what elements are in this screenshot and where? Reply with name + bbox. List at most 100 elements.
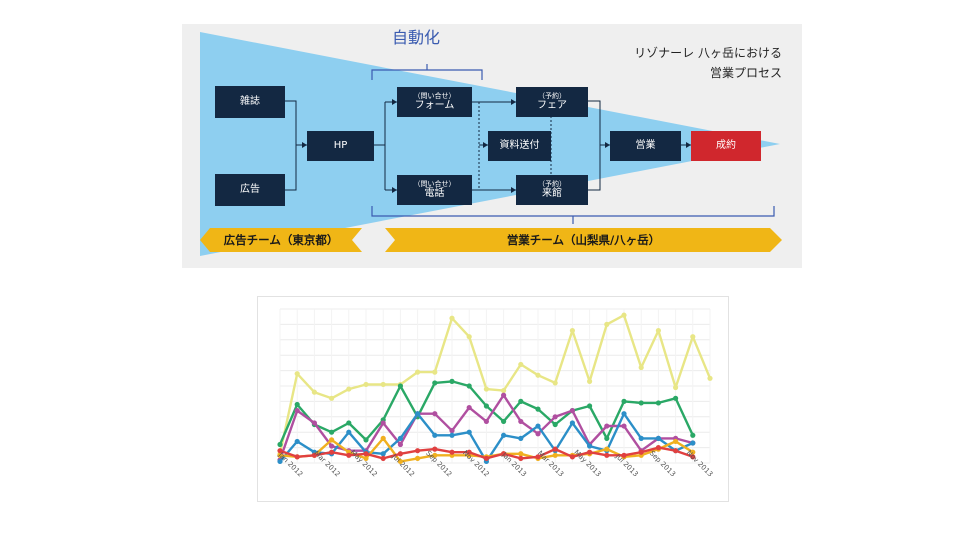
x-tick-label: Sep 2012 bbox=[424, 449, 453, 478]
series-5-point bbox=[501, 451, 507, 457]
series-4-point bbox=[518, 451, 524, 457]
series-1-point bbox=[363, 437, 369, 443]
node-magazine-label: 雑誌 bbox=[240, 96, 260, 108]
node-ad: 広告 bbox=[215, 174, 285, 206]
arrowhead-2 bbox=[392, 187, 397, 193]
series-2-point bbox=[449, 428, 455, 434]
series-5-point bbox=[604, 452, 610, 458]
series-5-point bbox=[294, 454, 300, 460]
x-tick-label: Mar 2013 bbox=[536, 449, 565, 478]
series-1-point bbox=[483, 403, 489, 409]
arrowhead-6 bbox=[605, 142, 610, 148]
series-2-point bbox=[569, 408, 575, 414]
process-title-line2: 営業プロセス bbox=[709, 65, 782, 80]
series-1-point bbox=[501, 418, 507, 425]
series-2-point bbox=[466, 404, 472, 411]
series-5-point bbox=[346, 452, 352, 458]
series-2-point bbox=[380, 420, 386, 426]
series-0-point bbox=[483, 386, 489, 392]
series-2-point bbox=[397, 441, 403, 448]
series-1-point bbox=[329, 429, 335, 435]
series-0-point bbox=[501, 388, 507, 394]
team-yamanashi-label: 営業チーム（山梨県/八ヶ岳） bbox=[506, 233, 661, 247]
node-sales-label: 営業 bbox=[635, 140, 656, 152]
node-form: （問い合せ） フォーム bbox=[397, 87, 472, 117]
series-0-point bbox=[466, 334, 472, 340]
series-2-point bbox=[483, 418, 489, 425]
series-1-point bbox=[621, 398, 627, 404]
series-1-point bbox=[518, 398, 524, 404]
process-title: リゾナーレ 八ヶ岳における 営業プロセス bbox=[592, 44, 782, 84]
series-0-point bbox=[363, 381, 369, 388]
series-0-point bbox=[346, 386, 352, 392]
series-3-point bbox=[277, 458, 283, 465]
series-0-point bbox=[311, 389, 317, 395]
series-5-point bbox=[569, 454, 575, 460]
connectors bbox=[285, 100, 691, 191]
series-5-point bbox=[673, 448, 679, 454]
node-sales: 営業 bbox=[610, 131, 681, 161]
node-fair: （予約） フェア bbox=[516, 87, 588, 117]
arrowhead-4 bbox=[511, 99, 516, 105]
series-5-point bbox=[449, 449, 455, 455]
node-visit-sub: （予約） bbox=[538, 180, 566, 189]
series-0-point bbox=[380, 381, 386, 388]
series-5-point bbox=[397, 451, 403, 457]
series-5-point bbox=[483, 455, 489, 461]
series-3-point bbox=[294, 438, 300, 445]
series-2-point bbox=[311, 420, 317, 426]
series-0-point bbox=[552, 380, 558, 386]
series-4-point bbox=[380, 435, 386, 441]
series-4-point bbox=[690, 449, 696, 455]
series-5-point bbox=[690, 454, 696, 460]
series-0-point bbox=[673, 384, 679, 391]
series-1-point bbox=[535, 406, 541, 412]
series-5-point bbox=[638, 449, 644, 455]
series-0-point bbox=[449, 315, 455, 321]
series-4-point bbox=[673, 438, 679, 445]
series-3-point bbox=[415, 411, 421, 417]
arrowhead-3 bbox=[483, 142, 488, 148]
node-form-label: フォーム bbox=[414, 100, 455, 112]
node-phone-sub: （問い合せ） bbox=[413, 180, 456, 189]
x-tick-label: Sep 2013 bbox=[648, 449, 677, 478]
series-3-point bbox=[346, 429, 352, 435]
series-1-point bbox=[449, 378, 455, 384]
series-3-point bbox=[587, 443, 593, 449]
series-5-point bbox=[535, 454, 541, 460]
series-4-point bbox=[415, 455, 421, 461]
series-1-point bbox=[587, 403, 593, 409]
series-1-point bbox=[552, 421, 558, 428]
series-3-point bbox=[655, 435, 661, 441]
series-2-point bbox=[621, 423, 627, 429]
arrowhead-5 bbox=[511, 187, 516, 193]
series-5-point bbox=[311, 452, 317, 458]
series-1-point bbox=[432, 380, 438, 386]
automation-bracket bbox=[371, 64, 483, 80]
series-5-point bbox=[380, 455, 386, 461]
series-0-point bbox=[655, 327, 661, 334]
series-0-point bbox=[638, 364, 644, 371]
series-2-point bbox=[432, 411, 438, 417]
series-0-point bbox=[569, 327, 575, 334]
sales-process-diagram: 自動化 リゾナーレ 八ヶ岳における 営業プロセス 雑誌 広告 HP （問い合せ）… bbox=[182, 24, 802, 268]
node-hp: HP bbox=[307, 131, 374, 161]
series-0-point bbox=[432, 369, 438, 375]
series-1-point bbox=[638, 400, 644, 406]
series-4-point bbox=[604, 446, 610, 452]
node-docs-label: 資料送付 bbox=[499, 140, 540, 152]
team-bracket bbox=[371, 206, 775, 224]
series-2-point bbox=[294, 408, 300, 414]
node-deal: 成約 bbox=[691, 131, 761, 161]
arrowhead-7 bbox=[686, 142, 691, 148]
series-0-point bbox=[294, 371, 300, 377]
series-5-point bbox=[518, 455, 524, 461]
series-5-point bbox=[277, 448, 283, 454]
team-tokyo-banner: 広告チーム（東京都） bbox=[200, 228, 362, 252]
series-3-point bbox=[535, 423, 541, 429]
node-docs: 資料送付 bbox=[488, 131, 551, 161]
series-0-point bbox=[415, 369, 421, 375]
series-5-point bbox=[432, 446, 438, 452]
series-0-point bbox=[518, 361, 524, 368]
x-tick-label: Jul 2012 bbox=[390, 452, 417, 479]
